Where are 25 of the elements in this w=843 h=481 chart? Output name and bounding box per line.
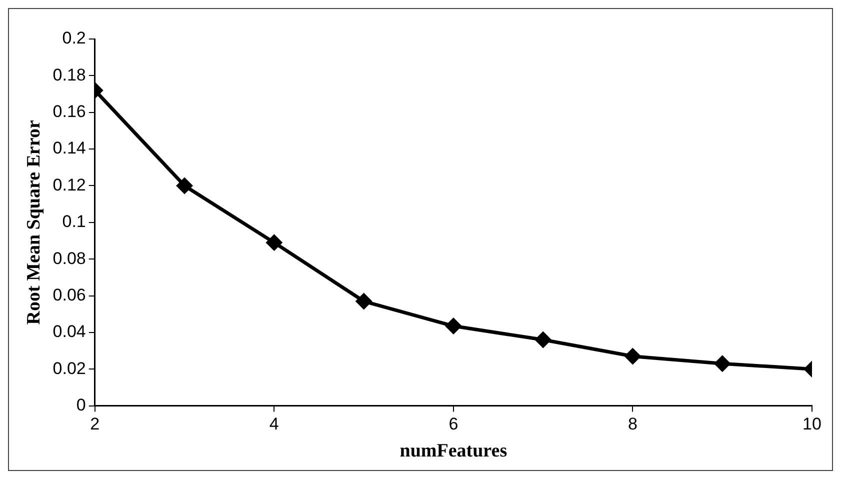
- point: [446, 318, 462, 334]
- point: [266, 234, 282, 250]
- y-axis-title: Root Mean Square Error: [23, 120, 44, 325]
- y-tick-label: 0.04: [52, 322, 86, 342]
- x-axis-title: numFeatures: [400, 440, 508, 462]
- y-tick-label: 0.1: [62, 212, 86, 232]
- point: [624, 348, 640, 364]
- x-tick-label: 2: [90, 414, 100, 434]
- y-tick-label: 0.16: [52, 102, 86, 122]
- point: [714, 356, 730, 372]
- y-tick-label: 0.08: [52, 248, 86, 268]
- point: [356, 294, 372, 310]
- x-tick-label: 6: [448, 414, 458, 434]
- y-tick-label: 0.18: [52, 65, 86, 84]
- point: [535, 332, 551, 348]
- x-tick-label: 10: [802, 414, 822, 434]
- point: [176, 178, 192, 194]
- y-tick-label: 0.2: [62, 28, 86, 48]
- y-tick-label: 0: [76, 395, 86, 414]
- x-tick-label: 8: [628, 414, 638, 434]
- y-tick-label: 0.12: [52, 175, 86, 194]
- y-tick-label: 0.02: [52, 358, 86, 378]
- x-tick-label: 4: [269, 414, 279, 434]
- y-tick-label: 0.14: [52, 138, 86, 158]
- y-tick-label: 0.06: [52, 285, 86, 304]
